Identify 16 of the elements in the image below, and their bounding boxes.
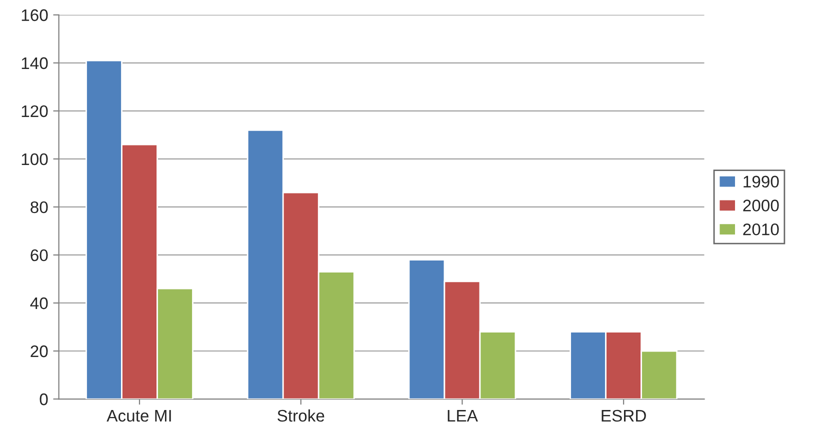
- legend-label: 1990: [744, 176, 779, 188]
- y-tick-label: 160: [22, 9, 48, 22]
- y-tick-label: 140: [22, 57, 48, 70]
- legend-label: 2000: [743, 200, 779, 212]
- x-tick-label: Acute MI: [106, 410, 171, 422]
- x-tick-label: Stroke: [278, 409, 324, 422]
- legend-label: 2010: [743, 223, 779, 236]
- y-tick-label: 0: [40, 393, 48, 406]
- y-tick-label: 60: [30, 249, 48, 262]
- y-tick-label: 40: [30, 297, 48, 310]
- x-tick-label: LEA: [448, 410, 478, 422]
- x-tick-label: ESRD: [602, 410, 646, 422]
- y-tick-label: 100: [22, 153, 48, 166]
- y-tick-label: 80: [30, 201, 48, 214]
- y-tick-label: 120: [22, 105, 48, 118]
- y-tick-label: 20: [30, 345, 48, 358]
